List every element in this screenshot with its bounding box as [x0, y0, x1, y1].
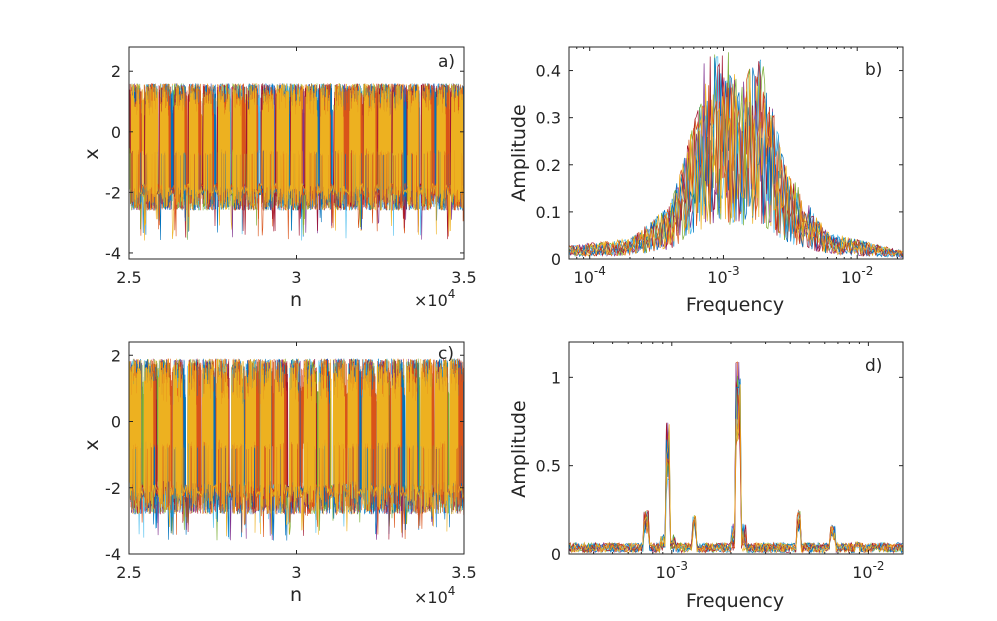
panel-d-letter: d) — [865, 356, 882, 376]
panel-c-x-axis-label: n — [290, 584, 302, 606]
x-tick-label: 10-2 — [852, 559, 884, 582]
spectrum-line — [569, 56, 903, 258]
panel-c-y-axis-label: x — [81, 439, 103, 450]
panel-b-x-axis-label: Frequency — [686, 294, 784, 316]
y-tick-label: 0.5 — [536, 457, 561, 476]
x-tick-label: 3.5 — [451, 563, 476, 582]
y-tick-label: -4 — [105, 545, 121, 564]
panel-b-letter: b) — [865, 60, 882, 80]
y-tick-label: 0.1 — [536, 203, 561, 222]
x-tick-label: 3 — [291, 563, 301, 582]
panel-a-letter: a) — [438, 52, 455, 72]
x-tick-label: 10-3 — [656, 559, 688, 582]
spectrum-line — [569, 52, 903, 257]
x-tick-label: 10-2 — [841, 264, 873, 287]
panel-c-x-exponent: ×104 — [414, 584, 455, 607]
panel-a-y-axis-label: x — [81, 148, 103, 159]
panel-c-letter: c) — [438, 344, 454, 364]
y-tick-label: 0.4 — [536, 62, 561, 81]
panel-a-time-series: -4 -2 0 2 2.5 3 3.5 x n ×104 a) — [81, 46, 477, 311]
panel-d-x-axis-label: Frequency — [686, 590, 784, 612]
y-tick-label: 0 — [111, 413, 121, 432]
panel-c-time-series: -4 -2 0 2 2.5 3 3.5 x n ×104 c) — [81, 341, 477, 607]
series-group — [129, 358, 464, 541]
x-tick-label: 3 — [291, 268, 301, 287]
y-tick-label: 0.2 — [536, 156, 561, 175]
panel-b-y-axis-label: Amplitude — [508, 104, 530, 201]
series-group — [129, 83, 464, 241]
y-tick-label: -2 — [105, 479, 121, 498]
spectrum-line — [569, 384, 903, 554]
y-tick-label: 0 — [551, 545, 561, 564]
x-tick-label: 3.5 — [451, 268, 476, 287]
series-group — [569, 52, 903, 258]
spectrum-line — [569, 394, 903, 554]
panel-b-spectrum: 0 0.1 0.2 0.3 0.4 10-4 10-3 10-2 Amplitude Freq… — [508, 46, 904, 316]
y-tick-label: 0 — [551, 250, 561, 269]
y-tick-label: 2 — [111, 62, 121, 81]
panel-a-x-axis-label: n — [290, 289, 302, 311]
x-tick-label: 2.5 — [116, 268, 141, 287]
y-tick-label: -2 — [105, 183, 121, 202]
panel-d-axes-box — [568, 341, 904, 555]
y-tick-label: 1 — [551, 368, 561, 387]
x-tick-label: 10-4 — [574, 264, 606, 287]
time-series-line — [130, 83, 464, 241]
y-tick-label: 0.3 — [536, 109, 561, 128]
y-tick-label: 0 — [111, 123, 121, 142]
panel-a-x-exponent: ×104 — [414, 287, 455, 310]
spectrum-line — [569, 75, 903, 257]
y-tick-label: -4 — [105, 244, 121, 263]
panel-d-y-axis-label: Amplitude — [508, 400, 530, 497]
series-group — [569, 361, 903, 554]
panel-b-axes-box — [568, 46, 904, 260]
time-series-line — [129, 358, 464, 535]
y-tick-label: 2 — [111, 346, 121, 365]
x-tick-label: 10-3 — [707, 264, 739, 287]
x-tick-label: 2.5 — [116, 563, 141, 582]
panel-d-spectrum: 0 0.5 1 10-3 10-2 Amplitude Frequency d) — [508, 341, 904, 612]
